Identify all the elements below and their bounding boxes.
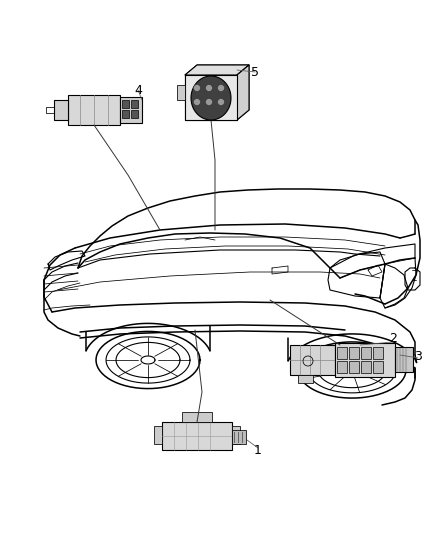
- Text: 4: 4: [134, 84, 142, 96]
- Bar: [335, 343, 395, 377]
- Polygon shape: [185, 65, 249, 75]
- Text: 1: 1: [254, 443, 262, 456]
- Bar: [373, 347, 383, 359]
- Text: 2: 2: [389, 332, 397, 344]
- Bar: [122, 100, 129, 108]
- Bar: [68, 95, 120, 125]
- Circle shape: [218, 99, 225, 106]
- Bar: [337, 361, 347, 373]
- Bar: [349, 361, 359, 373]
- Polygon shape: [237, 65, 249, 120]
- Bar: [349, 347, 359, 359]
- Bar: [361, 347, 371, 359]
- Circle shape: [218, 85, 225, 92]
- Bar: [298, 375, 313, 383]
- Bar: [185, 75, 237, 120]
- Bar: [162, 422, 232, 450]
- Bar: [122, 110, 129, 118]
- Bar: [232, 426, 240, 444]
- Bar: [131, 110, 138, 118]
- Text: 5: 5: [251, 66, 259, 78]
- Bar: [185, 75, 237, 120]
- Bar: [395, 347, 413, 372]
- Circle shape: [205, 99, 212, 106]
- Bar: [337, 347, 347, 359]
- Bar: [182, 412, 212, 422]
- Circle shape: [194, 99, 201, 106]
- Bar: [177, 85, 185, 100]
- Bar: [54, 100, 68, 120]
- Bar: [232, 430, 246, 444]
- Bar: [290, 345, 335, 375]
- Polygon shape: [191, 76, 231, 120]
- Bar: [120, 97, 142, 123]
- Bar: [361, 361, 371, 373]
- Bar: [373, 361, 383, 373]
- Bar: [131, 100, 138, 108]
- Circle shape: [205, 85, 212, 92]
- Text: 3: 3: [414, 350, 422, 362]
- Circle shape: [194, 85, 201, 92]
- Bar: [154, 426, 162, 444]
